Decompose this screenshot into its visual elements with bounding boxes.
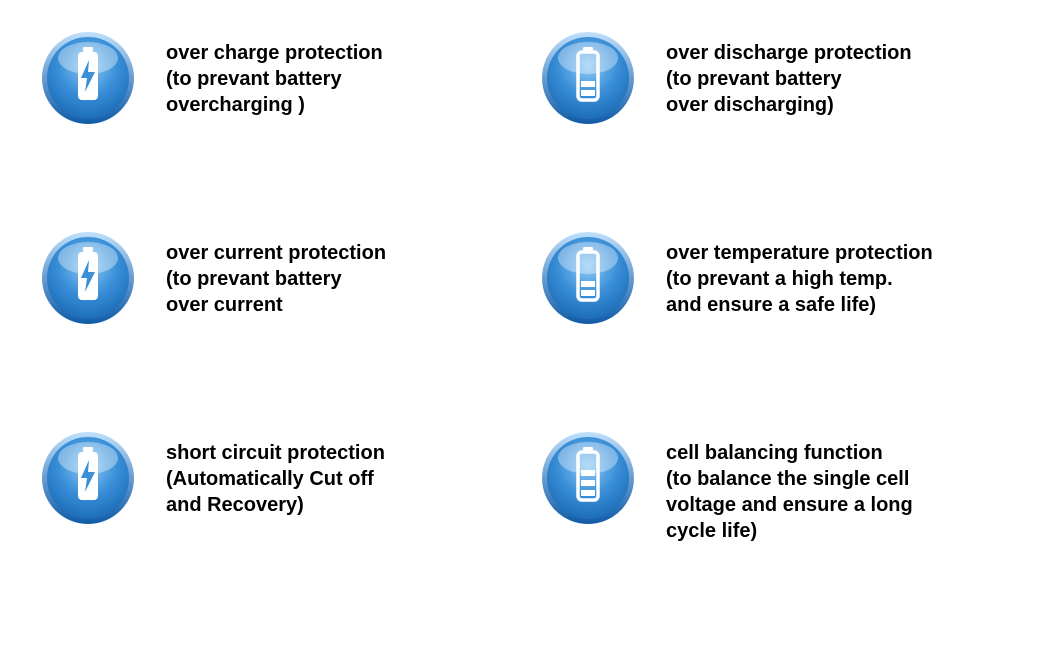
line: (Automatically Cut off xyxy=(166,466,540,492)
feature-text: cell balancing function (to balance the … xyxy=(666,430,1040,544)
feature-text: over current protection (to prevant batt… xyxy=(166,230,540,318)
line: cycle life) xyxy=(666,518,1040,544)
line: and ensure a safe life) xyxy=(666,292,1040,318)
battery-segments-icon xyxy=(540,430,636,526)
line: over temperature protection xyxy=(666,240,1040,266)
line: and Recovery) xyxy=(166,492,540,518)
feature-text: over discharge protection (to prevant ba… xyxy=(666,30,1040,118)
line: over charge protection xyxy=(166,40,540,66)
line: (to prevant battery xyxy=(166,66,540,92)
feature-text: short circuit protection (Automatically … xyxy=(166,430,540,518)
feature-over-current: over current protection (to prevant batt… xyxy=(40,230,540,430)
feature-over-temperature: over temperature protection (to prevant … xyxy=(540,230,1040,430)
battery-charge-icon xyxy=(40,30,136,126)
feature-text: over temperature protection (to prevant … xyxy=(666,230,1040,318)
line: cell balancing function xyxy=(666,440,1040,466)
feature-over-discharge: over discharge protection (to prevant ba… xyxy=(540,30,1040,230)
line: over discharging) xyxy=(666,92,1040,118)
line: overcharging ) xyxy=(166,92,540,118)
battery-charge-icon xyxy=(40,230,136,326)
line: (to prevant battery xyxy=(666,66,1040,92)
line: over discharge protection xyxy=(666,40,1040,66)
feature-text: over charge protection (to prevant batte… xyxy=(166,30,540,118)
battery-low-icon xyxy=(540,230,636,326)
line: (to prevant a high temp. xyxy=(666,266,1040,292)
feature-cell-balancing: cell balancing function (to balance the … xyxy=(540,430,1040,630)
line: (to balance the single cell xyxy=(666,466,1040,492)
features-grid: over charge protection (to prevant batte… xyxy=(0,0,1060,650)
feature-over-charge: over charge protection (to prevant batte… xyxy=(40,30,540,230)
line: short circuit protection xyxy=(166,440,540,466)
line: over current xyxy=(166,292,540,318)
line: (to prevant battery xyxy=(166,266,540,292)
line: voltage and ensure a long xyxy=(666,492,1040,518)
battery-low-icon xyxy=(540,30,636,126)
feature-short-circuit: short circuit protection (Automatically … xyxy=(40,430,540,630)
battery-charge-icon xyxy=(40,430,136,526)
line: over current protection xyxy=(166,240,540,266)
